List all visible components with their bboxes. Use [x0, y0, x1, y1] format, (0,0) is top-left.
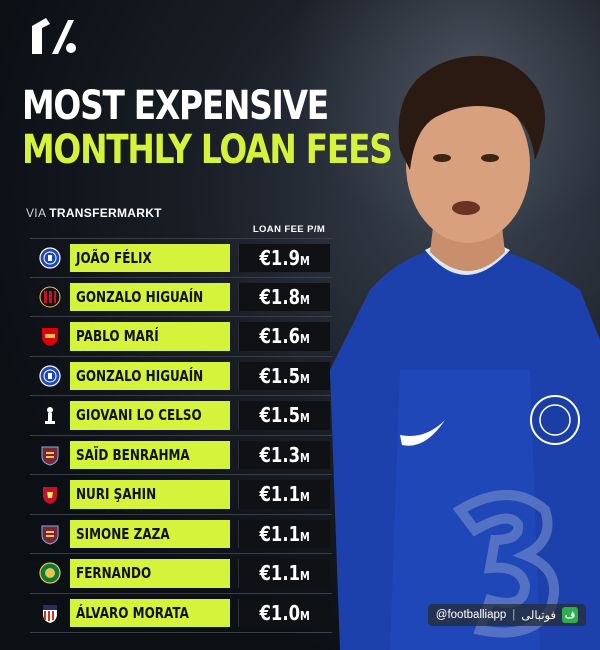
loan-fee-unit: M	[299, 608, 310, 623]
loan-fee-unit: M	[299, 253, 310, 268]
loan-fee-cell: €1.9M	[238, 244, 330, 272]
table-row: FERNANDO €1.1M	[30, 554, 332, 594]
ac-milan-crest-icon	[30, 278, 70, 317]
west-ham-crest-icon	[30, 515, 70, 554]
player-name: GIOVANI LO CELSO	[76, 406, 202, 425]
al-ahli-crest-icon	[30, 554, 70, 593]
player-name: ÁLVARO MORATA	[76, 603, 189, 622]
watermark-handle: @footballiapp	[435, 609, 507, 621]
tottenham-crest-icon	[30, 396, 70, 435]
player-name: SAÏD BENRAHMA	[76, 445, 190, 464]
watermark: @footballiapp | فوتبالی ف	[427, 604, 586, 626]
table-row: ÁLVARO MORATA €1.0M	[30, 594, 332, 633]
table-row: PABLO MARÍ €1.6M	[30, 317, 332, 357]
table-row: SIMONE ZAZA €1.1M	[30, 515, 332, 554]
source-name: TRANSFERMARKT	[49, 206, 162, 220]
loan-fee-unit: M	[299, 450, 310, 465]
loan-fee-value: €1.1	[259, 521, 300, 546]
source-credit: VIA TRANSFERMARKT	[26, 206, 162, 220]
table-row: JOÃO FÉLIX €1.9M	[30, 238, 332, 278]
player-name-cell: SIMONE ZAZA	[70, 519, 230, 548]
table-row: GONZALO HIGUAÍN €1.5M	[30, 357, 332, 396]
loan-fee-cell: €1.1M	[238, 480, 330, 509]
loan-fee-unit: M	[299, 371, 310, 386]
loan-fee-value: €1.0	[259, 600, 300, 625]
player-name: GONZALO HIGUAÍN	[76, 287, 204, 306]
brand-logo-icon	[28, 14, 80, 58]
loan-fee: €1.1M	[259, 482, 309, 506]
west-ham-crest-icon	[30, 436, 70, 475]
liverpool-crest-icon	[30, 475, 70, 514]
table-row: GIOVANI LO CELSO €1.5M	[30, 396, 332, 436]
loan-fee-cell: €1.3M	[238, 440, 330, 469]
column-header-loan-fee: LOAN FEE P/M	[252, 224, 326, 235]
loan-fee: €1.6M	[259, 324, 309, 348]
player-name: PABLO MARÍ	[76, 327, 159, 346]
loan-fee-unit: M	[299, 490, 310, 505]
loan-fee: €1.3M	[259, 443, 309, 467]
source-prefix: VIA	[26, 206, 46, 220]
player-name: FERNANDO	[76, 564, 152, 583]
player-name-cell: GONZALO HIGUAÍN	[70, 361, 230, 390]
player-name-cell: NURI ŞAHIN	[70, 480, 230, 509]
loan-fee-unit: M	[299, 529, 310, 544]
table-row: SAÏD BENRAHMA €1.3M	[30, 436, 332, 475]
loan-fee-cell: €1.1M	[238, 559, 330, 588]
loan-fee-cell: €1.5M	[238, 361, 330, 390]
player-name-cell: JOÃO FÉLIX	[70, 244, 230, 272]
player-photo	[330, 40, 600, 650]
loan-fee: €1.5M	[259, 364, 309, 388]
loan-fee-cell: €1.1M	[238, 519, 330, 548]
chelsea-crest-icon	[30, 357, 70, 396]
title-line-2: MONTHLY LOAN FEES	[22, 127, 393, 173]
loan-fee-value: €1.8	[259, 284, 300, 309]
watermark-separator: |	[512, 609, 516, 621]
loan-fee-value: €1.9	[259, 245, 300, 270]
loan-fee-unit: M	[299, 292, 310, 307]
loan-fee-value: €1.6	[259, 324, 300, 349]
player-name-cell: SAÏD BENRAHMA	[70, 440, 230, 469]
title-line-1: MOST EXPENSIVE	[22, 83, 329, 129]
atletico-crest-icon	[30, 594, 70, 633]
player-name-cell: GONZALO HIGUAÍN	[70, 282, 230, 311]
watermark-badge-icon: ف	[562, 607, 578, 623]
table-row: NURI ŞAHIN €1.1M	[30, 475, 332, 515]
loan-fee: €1.8M	[259, 285, 309, 309]
player-name-cell: GIOVANI LO CELSO	[70, 401, 230, 430]
loan-fee-unit: M	[299, 411, 310, 426]
watermark-brand: فوتبالی	[521, 610, 556, 622]
player-name: SIMONE ZAZA	[76, 524, 170, 543]
page-title: MOST EXPENSIVE MONTHLY LOAN FEES	[22, 83, 393, 173]
loan-fee-value: €1.1	[259, 482, 300, 507]
arsenal-crest-icon	[30, 317, 70, 356]
loan-fee: €1.0M	[259, 601, 309, 625]
loan-fee-cell: €1.8M	[238, 282, 330, 311]
loan-fee: €1.1M	[259, 561, 309, 585]
player-name: NURI ŞAHIN	[76, 485, 157, 504]
player-name: GONZALO HIGUAÍN	[76, 366, 204, 385]
loan-fee-value: €1.5	[259, 403, 300, 428]
player-name-cell: PABLO MARÍ	[70, 322, 230, 351]
chelsea-crest-icon	[30, 239, 70, 277]
loan-fee-value: €1.1	[259, 561, 300, 586]
player-name-cell: FERNANDO	[70, 559, 230, 588]
loan-fee-unit: M	[299, 569, 310, 584]
table-row: GONZALO HIGUAÍN €1.8M	[30, 278, 332, 317]
loan-fee-table: JOÃO FÉLIX €1.9M GONZALO HIGUAÍN €1.8M PABLO…	[30, 238, 332, 633]
loan-fee: €1.9M	[259, 246, 309, 270]
loan-fee: €1.5M	[259, 403, 309, 427]
loan-fee-cell: €1.0M	[238, 598, 330, 627]
loan-fee-cell: €1.5M	[238, 401, 330, 430]
player-name: JOÃO FÉLIX	[76, 248, 152, 267]
loan-fee-cell: €1.6M	[238, 322, 330, 351]
loan-fee: €1.1M	[259, 522, 309, 546]
loan-fee-value: €1.5	[259, 363, 300, 388]
player-name-cell: ÁLVARO MORATA	[70, 598, 230, 627]
loan-fee-unit: M	[299, 332, 310, 347]
loan-fee-value: €1.3	[259, 442, 300, 467]
